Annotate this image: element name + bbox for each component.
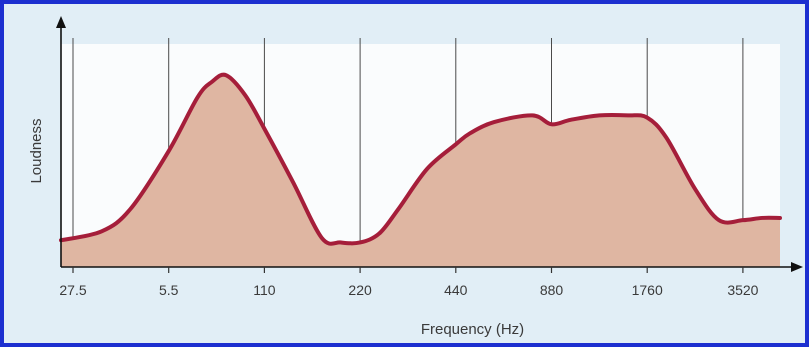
x-axis-arrow-icon [791, 262, 803, 272]
x-tick-label: 440 [444, 282, 468, 298]
x-tick-label: 220 [348, 282, 372, 298]
y-axis-label: Loudness [28, 118, 45, 183]
y-axis-arrow-icon [56, 16, 66, 28]
x-tick-label: 5.5 [159, 282, 179, 298]
x-tick-label: 110 [253, 282, 276, 298]
axes [56, 16, 803, 272]
x-axis-label: Frequency (Hz) [421, 321, 524, 338]
loudness-curve [59, 72, 782, 246]
x-tick-labels: 27.5 5.5 110 220 440 880 1760 3520 [59, 267, 759, 298]
loudness-area [61, 74, 780, 267]
x-tick-label: 1760 [632, 282, 663, 298]
x-tick-label: 880 [540, 282, 564, 298]
x-tick-label: 27.5 [59, 282, 86, 298]
frequency-loudness-chart: 27.5 5.5 110 220 440 880 1760 3520 Frequency (H… [28, 16, 803, 338]
x-tick-label: 3520 [727, 282, 758, 298]
